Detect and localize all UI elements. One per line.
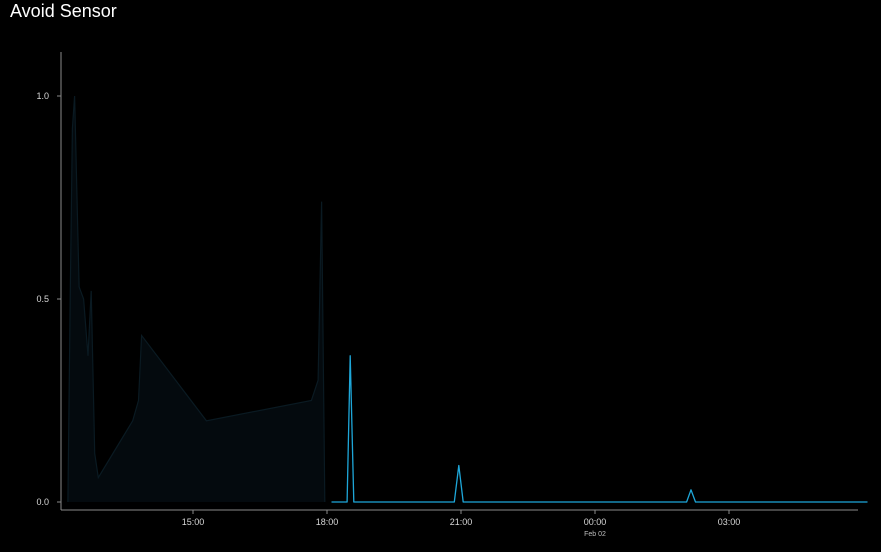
axes: [57, 52, 858, 514]
series-line-history: [67, 95, 326, 503]
y-tick-label: 0.5: [36, 294, 49, 304]
series-area-history: [67, 96, 325, 502]
x-tick-label: 15:00: [182, 517, 205, 527]
tick-labels: 0.0 0.5 1.0 15:00 18:00 21:00 00:00 Feb 02 03:00: [36, 91, 740, 538]
x-tick-sublabel: Feb 02: [584, 531, 606, 538]
x-tick-label: 03:00: [718, 517, 741, 527]
x-tick-label: 00:00: [584, 517, 607, 527]
y-tick-label: 1.0: [36, 91, 49, 101]
y-tick-label: 0.0: [36, 497, 49, 507]
series-line-live: [331, 355, 868, 503]
x-tick-label: 18:00: [316, 517, 339, 527]
x-tick-label: 21:00: [450, 517, 473, 527]
chart-title: Avoid Sensor: [10, 1, 117, 21]
series-layer: [67, 95, 868, 503]
